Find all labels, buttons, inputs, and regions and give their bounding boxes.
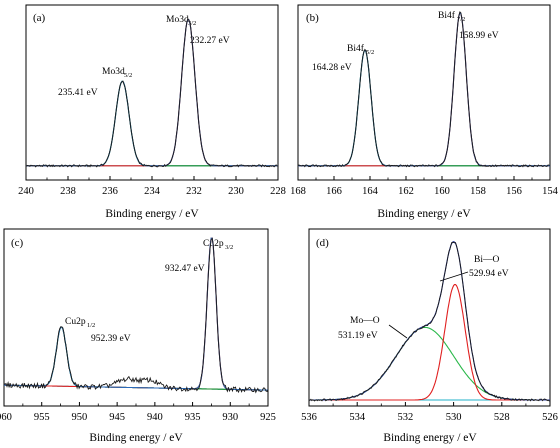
- panel-a: (a) Binding energy / eV Mo3d 5/2 235.41 …: [18, 4, 286, 220]
- x-tick-label: 950: [72, 412, 88, 423]
- fit-component-line: [298, 11, 550, 167]
- x-tick-label: 154: [542, 186, 559, 197]
- peak-energy-label: 232.27 eV: [190, 36, 230, 46]
- callout-line: [388, 324, 408, 339]
- x-tick-label: 935: [185, 412, 201, 423]
- x-tick-label: 930: [222, 412, 238, 423]
- orbital-label: Mo3d: [166, 15, 189, 25]
- envelope-line: [298, 11, 550, 167]
- x-tick-label: 238: [60, 186, 76, 197]
- x-tick-label: 240: [18, 186, 34, 197]
- orbital-subscript: 3/2: [188, 20, 196, 27]
- x-tick-label: 960: [0, 412, 12, 423]
- raw-data-line: [3, 237, 269, 394]
- orbital-label: Cu2p: [65, 317, 86, 327]
- raw-data-line: [308, 241, 551, 402]
- raw-data-line: [25, 17, 279, 168]
- x-tick-label: 940: [147, 412, 163, 423]
- envelope-line: [3, 237, 268, 391]
- bond-label: Bi—O: [474, 255, 499, 265]
- x-tick-label: 236: [102, 186, 118, 197]
- x-tick-label: 230: [228, 186, 244, 197]
- x-tick-label: 166: [326, 186, 342, 197]
- x-tick-label: 234: [144, 186, 161, 197]
- orbital-subscript: 1/2: [87, 322, 95, 329]
- panel-tag: (b): [306, 12, 319, 24]
- peak-energy-label: 932.47 eV: [165, 264, 205, 274]
- x-tick-label: 162: [398, 186, 414, 197]
- orbital-subscript: 7/2: [457, 16, 465, 23]
- x-axis-title: Binding energy / eV: [383, 432, 477, 444]
- fit-component-line: [3, 326, 268, 391]
- x-tick-label: 528: [494, 412, 510, 423]
- plot-frame: [297, 4, 551, 181]
- callout-line: [439, 271, 469, 282]
- x-tick-label: 534: [349, 412, 366, 423]
- orbital-label: Bi4f: [438, 10, 456, 21]
- orbital-label: Bi4f: [347, 43, 365, 54]
- panel-c: (c) Binding energy / eV Cu2p 1/2 952.39 …: [0, 228, 276, 444]
- x-axis-title: Binding energy / eV: [377, 208, 471, 220]
- x-tick-label: 945: [109, 412, 125, 423]
- panel-tag: (a): [33, 12, 46, 24]
- x-tick-label: 156: [506, 186, 522, 197]
- peak-energy-label: 529.94 eV: [469, 269, 509, 279]
- panel-tag: (c): [11, 237, 24, 249]
- x-axis-title: Binding energy / eV: [89, 432, 183, 444]
- orbital-subscript: 5/2: [366, 49, 374, 56]
- x-tick-label: 228: [270, 186, 286, 197]
- x-tick-label: 232: [186, 186, 202, 197]
- panel-d: (d) Binding energy / eV Mo—O 531.19 eV B…: [301, 228, 558, 444]
- x-tick-label: 536: [301, 412, 317, 423]
- x-tick-label: 955: [34, 412, 50, 423]
- fit-component-line: [309, 284, 550, 401]
- peak-energy-label: 952.39 eV: [91, 334, 131, 344]
- panel-b: (b) Binding energy / eV Bi4f 5/2 164.28 …: [290, 4, 559, 220]
- panel-tag: (d): [316, 237, 329, 249]
- peak-energy-label: 164.28 eV: [312, 63, 352, 73]
- orbital-label: Mo3d: [102, 67, 125, 77]
- x-tick-label: 532: [398, 412, 414, 423]
- x-tick-label: 925: [260, 412, 276, 423]
- orbital-subscript: 3/2: [225, 244, 233, 251]
- raw-data-line: [297, 11, 551, 168]
- bond-label: Mo—O: [350, 316, 380, 326]
- x-tick-label: 164: [362, 186, 379, 197]
- peak-energy-label: 158.99 eV: [459, 31, 499, 41]
- x-tick-label: 530: [446, 412, 462, 423]
- x-tick-label: 160: [434, 186, 450, 197]
- x-tick-label: 526: [542, 412, 558, 423]
- orbital-subscript: 5/2: [124, 72, 132, 79]
- x-tick-label: 168: [290, 186, 306, 197]
- x-tick-label: 158: [470, 186, 486, 197]
- peak-energy-label: 235.41 eV: [58, 88, 98, 98]
- envelope-line: [309, 240, 550, 401]
- fit-component-line: [3, 237, 268, 391]
- peak-energy-label: 531.19 eV: [338, 331, 378, 341]
- plot-frame: [308, 228, 551, 407]
- x-axis-title: Binding energy / eV: [105, 208, 199, 220]
